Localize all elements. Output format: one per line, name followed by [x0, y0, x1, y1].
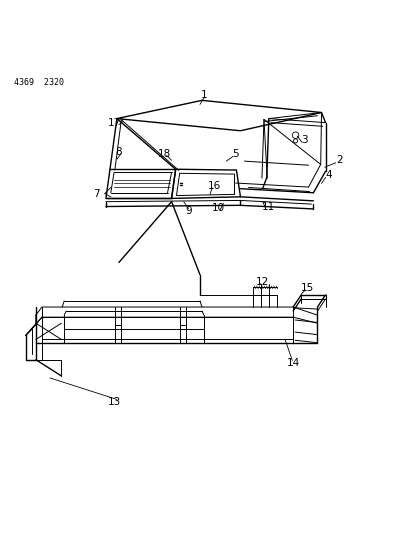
Text: 4369  2320: 4369 2320 [13, 78, 64, 87]
Text: 8: 8 [115, 147, 122, 157]
Text: 18: 18 [157, 149, 171, 159]
Text: 16: 16 [208, 181, 221, 191]
Text: 11: 11 [262, 201, 275, 212]
Text: 12: 12 [256, 277, 269, 287]
Text: 2: 2 [337, 155, 343, 165]
Text: 1: 1 [201, 91, 207, 101]
Text: 3: 3 [301, 135, 308, 145]
Text: 17: 17 [108, 118, 122, 127]
Text: 7: 7 [93, 189, 100, 199]
Text: 5: 5 [232, 149, 239, 159]
Text: 4: 4 [326, 171, 332, 180]
Text: 10: 10 [212, 203, 225, 213]
Text: 15: 15 [301, 282, 314, 293]
Text: 13: 13 [107, 397, 121, 407]
Text: 9: 9 [185, 206, 192, 215]
Text: 14: 14 [286, 358, 300, 368]
